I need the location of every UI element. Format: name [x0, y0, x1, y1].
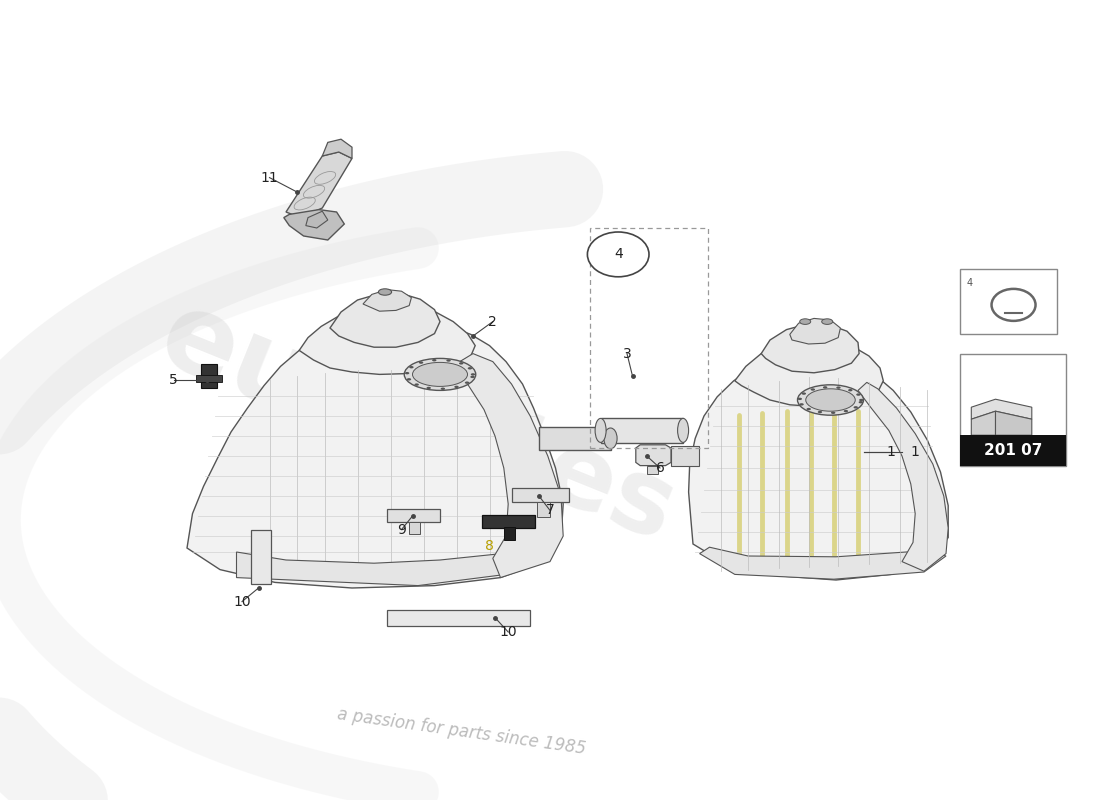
Ellipse shape — [798, 385, 864, 415]
Polygon shape — [790, 318, 840, 344]
Ellipse shape — [800, 403, 804, 406]
Polygon shape — [735, 339, 883, 406]
Polygon shape — [761, 324, 859, 373]
Polygon shape — [299, 304, 475, 374]
Text: 1: 1 — [887, 445, 895, 459]
Bar — [504, 527, 515, 540]
Text: 6: 6 — [656, 461, 664, 475]
Bar — [251, 530, 271, 584]
Ellipse shape — [859, 401, 864, 403]
Polygon shape — [236, 552, 550, 586]
Ellipse shape — [805, 389, 856, 411]
Bar — [512, 488, 569, 502]
Bar — [482, 515, 535, 528]
Polygon shape — [460, 354, 563, 578]
Ellipse shape — [407, 378, 411, 381]
Ellipse shape — [798, 398, 802, 400]
Ellipse shape — [471, 373, 475, 375]
Text: Partes: Partes — [301, 330, 689, 566]
Ellipse shape — [471, 376, 475, 378]
Text: 4: 4 — [967, 278, 974, 289]
Polygon shape — [636, 445, 671, 466]
Polygon shape — [306, 211, 328, 228]
Ellipse shape — [830, 411, 835, 414]
Bar — [196, 375, 222, 382]
Polygon shape — [322, 139, 352, 158]
Ellipse shape — [859, 399, 864, 402]
Ellipse shape — [412, 362, 468, 386]
Ellipse shape — [806, 408, 811, 410]
Ellipse shape — [678, 418, 689, 442]
Text: 11: 11 — [261, 170, 278, 185]
Text: a passion for parts since 1985: a passion for parts since 1985 — [337, 706, 587, 758]
Bar — [201, 364, 217, 388]
Text: 1: 1 — [911, 445, 920, 459]
Ellipse shape — [432, 359, 437, 362]
Ellipse shape — [854, 406, 858, 409]
Bar — [539, 427, 610, 450]
Text: 9: 9 — [397, 522, 406, 537]
Ellipse shape — [844, 410, 848, 412]
Ellipse shape — [604, 428, 617, 449]
Polygon shape — [689, 356, 948, 580]
Text: 8: 8 — [485, 538, 494, 553]
Polygon shape — [330, 294, 440, 347]
Bar — [387, 610, 530, 626]
Polygon shape — [971, 411, 996, 435]
Polygon shape — [187, 320, 563, 588]
Bar — [537, 502, 550, 517]
Text: 2: 2 — [488, 314, 497, 329]
Circle shape — [587, 232, 649, 277]
Bar — [601, 418, 683, 443]
Text: euro: euro — [144, 281, 450, 487]
Bar — [960, 354, 1066, 466]
Text: 5: 5 — [169, 373, 178, 387]
Polygon shape — [858, 382, 948, 571]
Ellipse shape — [822, 318, 833, 325]
Polygon shape — [996, 411, 1032, 435]
Bar — [671, 446, 698, 466]
Polygon shape — [363, 290, 411, 311]
Ellipse shape — [419, 362, 424, 364]
Bar — [647, 466, 658, 474]
Polygon shape — [700, 547, 946, 579]
Ellipse shape — [817, 411, 822, 414]
Ellipse shape — [823, 386, 827, 389]
Ellipse shape — [415, 383, 419, 386]
Ellipse shape — [800, 318, 811, 325]
Text: 10: 10 — [233, 594, 251, 609]
Ellipse shape — [441, 387, 446, 390]
Text: 3: 3 — [623, 346, 631, 361]
Ellipse shape — [836, 386, 840, 389]
Polygon shape — [286, 152, 352, 218]
Bar — [387, 509, 440, 522]
Polygon shape — [971, 399, 1032, 419]
Ellipse shape — [405, 358, 475, 390]
Text: 201 07: 201 07 — [983, 443, 1043, 458]
Ellipse shape — [378, 289, 392, 295]
Ellipse shape — [454, 386, 459, 388]
Text: 4: 4 — [614, 247, 623, 262]
Ellipse shape — [811, 388, 815, 390]
Polygon shape — [284, 210, 344, 240]
Ellipse shape — [802, 393, 806, 395]
Bar — [409, 522, 420, 534]
Bar — [960, 269, 1057, 334]
Bar — [960, 435, 1066, 466]
Ellipse shape — [409, 366, 414, 368]
Ellipse shape — [447, 359, 451, 362]
Text: 7: 7 — [546, 503, 554, 518]
Bar — [590, 228, 708, 448]
Ellipse shape — [856, 394, 860, 396]
Ellipse shape — [427, 386, 431, 389]
Ellipse shape — [405, 372, 409, 374]
Ellipse shape — [468, 367, 472, 370]
Ellipse shape — [848, 389, 852, 391]
Ellipse shape — [459, 362, 463, 365]
Text: 10: 10 — [499, 625, 517, 639]
Ellipse shape — [595, 418, 606, 442]
Ellipse shape — [465, 382, 470, 384]
